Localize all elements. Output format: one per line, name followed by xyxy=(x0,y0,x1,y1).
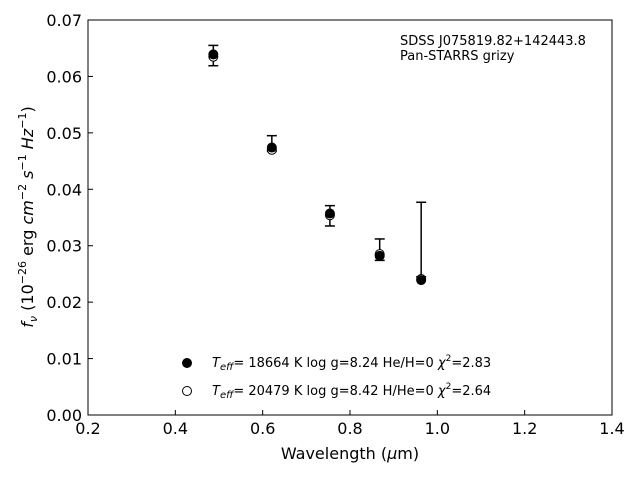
y-tick-label: 0.01 xyxy=(46,350,82,369)
x-tick-label: 1.2 xyxy=(512,419,537,438)
model-point-filled xyxy=(208,49,219,60)
x-axis-label: Wavelength (μm) xyxy=(281,444,419,463)
model-point-filled xyxy=(266,142,277,153)
axis-ticks: 0.2 0.4 0.6 0.8 1.0 1.2 1.4 0.00 0.01 0.02 0.03 0.0… xyxy=(46,11,624,438)
x-tick-label: 0.8 xyxy=(337,419,362,438)
legend-marker-filled xyxy=(182,358,192,368)
x-tick-label: 0.6 xyxy=(250,419,275,438)
x-tick-label: 1.4 xyxy=(599,419,624,438)
y-tick-label: 0.03 xyxy=(46,237,82,256)
error-bars xyxy=(208,44,427,278)
legend-marker-open xyxy=(182,386,192,396)
y-tick-label: 0.05 xyxy=(46,124,82,143)
annotation-survey: Pan-STARRS grizy xyxy=(400,49,515,64)
y-tick-label: 0.02 xyxy=(46,293,82,312)
y-tick-label: 0.07 xyxy=(46,11,82,30)
annotation-object: SDSS J075819.82+142443.8 xyxy=(400,34,586,49)
x-tick-label: 0.4 xyxy=(163,419,188,438)
legend-label-open: Teff= 20479 K log g=8.42 H/He=0 χ2=2.64 xyxy=(212,382,491,401)
data-points xyxy=(208,49,427,286)
legend-label-filled: Teff= 18664 K log g=8.24 He/H=0 χ2=2.83 xyxy=(212,354,491,373)
model-point-filled xyxy=(416,275,427,286)
x-tick-label: 0.2 xyxy=(75,419,100,438)
y-tick-label: 0.00 xyxy=(46,406,82,425)
legend: Teff= 18664 K log g=8.24 He/H=0 χ2=2.83 … xyxy=(182,354,491,401)
model-point-filled xyxy=(374,250,385,261)
model-point-filled xyxy=(324,208,335,219)
y-axis-label: fν (10−26 erg cm−2 s−1 Hz−1) xyxy=(16,106,40,327)
y-tick-label: 0.04 xyxy=(46,180,82,199)
plot-frame xyxy=(87,19,613,416)
y-tick-label: 0.06 xyxy=(46,67,82,86)
x-tick-label: 1.0 xyxy=(425,419,450,438)
